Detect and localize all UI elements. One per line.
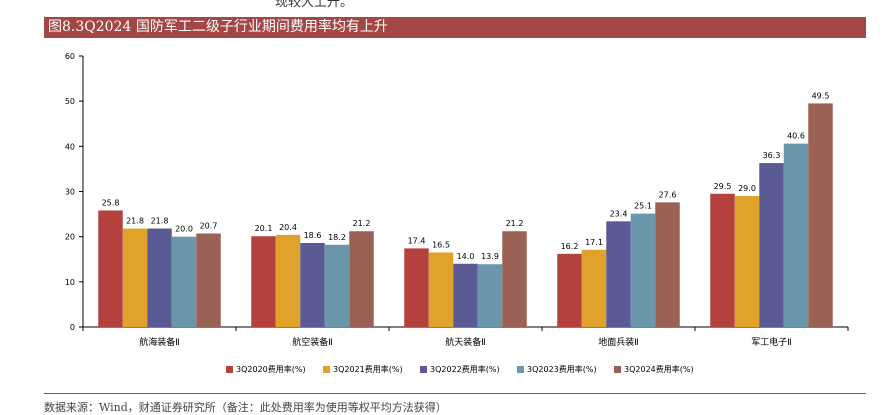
bar [581,249,607,327]
data-label: 40.6 [787,132,805,141]
data-label: 23.4 [610,209,628,218]
legend-label: 3Q2020费用率(%) [236,364,306,374]
bar [428,252,454,327]
data-label: 49.5 [812,91,830,100]
legend-swatch [226,366,233,373]
bar [349,231,374,327]
x-tick-label: 军工电子Ⅱ [751,336,791,348]
legend-label: 3Q2023费用率(%) [527,364,597,374]
data-label: 29.5 [714,182,732,191]
bar [710,193,735,327]
data-label: 16.2 [561,242,579,251]
data-label: 20.4 [279,223,297,232]
data-label: 25.8 [102,198,120,207]
bar [251,236,276,327]
bar [324,244,350,327]
y-tick-label: 20 [65,233,75,242]
divider [44,393,866,394]
bar [196,233,221,327]
data-label: 36.3 [763,151,781,160]
data-label: 16.5 [432,240,450,249]
bar [404,248,429,327]
bar [734,196,760,327]
legend-label: 3Q2021费用率(%) [333,364,403,374]
legend-swatch [517,366,524,373]
data-label: 20.0 [175,225,193,234]
data-label: 18.6 [304,231,322,240]
bar [557,253,582,327]
x-tick-label: 航空装备Ⅱ [292,336,332,348]
data-label: 17.1 [585,238,603,247]
bar [606,221,631,327]
header-fragment: 现较大上升。 [275,0,354,10]
y-tick-label: 30 [65,188,75,197]
data-label: 17.4 [408,236,426,245]
bar [275,234,301,327]
bar [453,263,478,327]
bar [300,242,325,327]
legend-swatch [614,366,621,373]
legend-swatch [323,366,330,373]
data-label: 29.0 [738,184,756,193]
bar [502,231,527,327]
y-tick-label: 0 [70,323,75,332]
data-label: 20.7 [200,222,218,231]
bar [759,163,784,327]
data-label: 20.1 [255,224,273,233]
x-tick-label: 航海装备Ⅱ [139,336,179,348]
y-tick-label: 60 [65,52,75,61]
data-label: 13.9 [481,252,499,261]
x-tick-label: 地面兵装Ⅱ [598,336,638,348]
bar [122,228,148,327]
data-label: 21.2 [506,219,524,228]
bar [171,236,197,327]
legend-label: 3Q2024费用率(%) [624,364,694,374]
data-label: 18.2 [328,233,346,242]
data-label: 21.2 [353,219,371,228]
data-label: 27.6 [659,190,677,199]
data-label: 21.8 [151,217,169,226]
data-label: 21.8 [126,217,144,226]
bar [630,213,656,327]
y-tick-label: 50 [65,97,75,106]
legend-swatch [420,366,427,373]
bar [477,264,503,327]
bar [98,210,123,327]
data-label: 25.1 [634,202,652,211]
bar [783,143,809,327]
figure-title: 图8.3Q2024 国防军工二级子行业期间费用率均有上升 [44,17,866,38]
bar [655,202,680,327]
source-note: 数据来源：Wind，财通证券研究所（备注：此处费用率为使用等权平均方法获得） [44,401,447,414]
bar [808,103,833,327]
x-tick-label: 航天装备Ⅱ [445,336,485,348]
y-tick-label: 10 [65,278,75,287]
bar [147,228,172,327]
y-tick-label: 40 [65,142,75,151]
data-label: 14.0 [457,252,475,261]
legend-label: 3Q2022费用率(%) [430,364,500,374]
